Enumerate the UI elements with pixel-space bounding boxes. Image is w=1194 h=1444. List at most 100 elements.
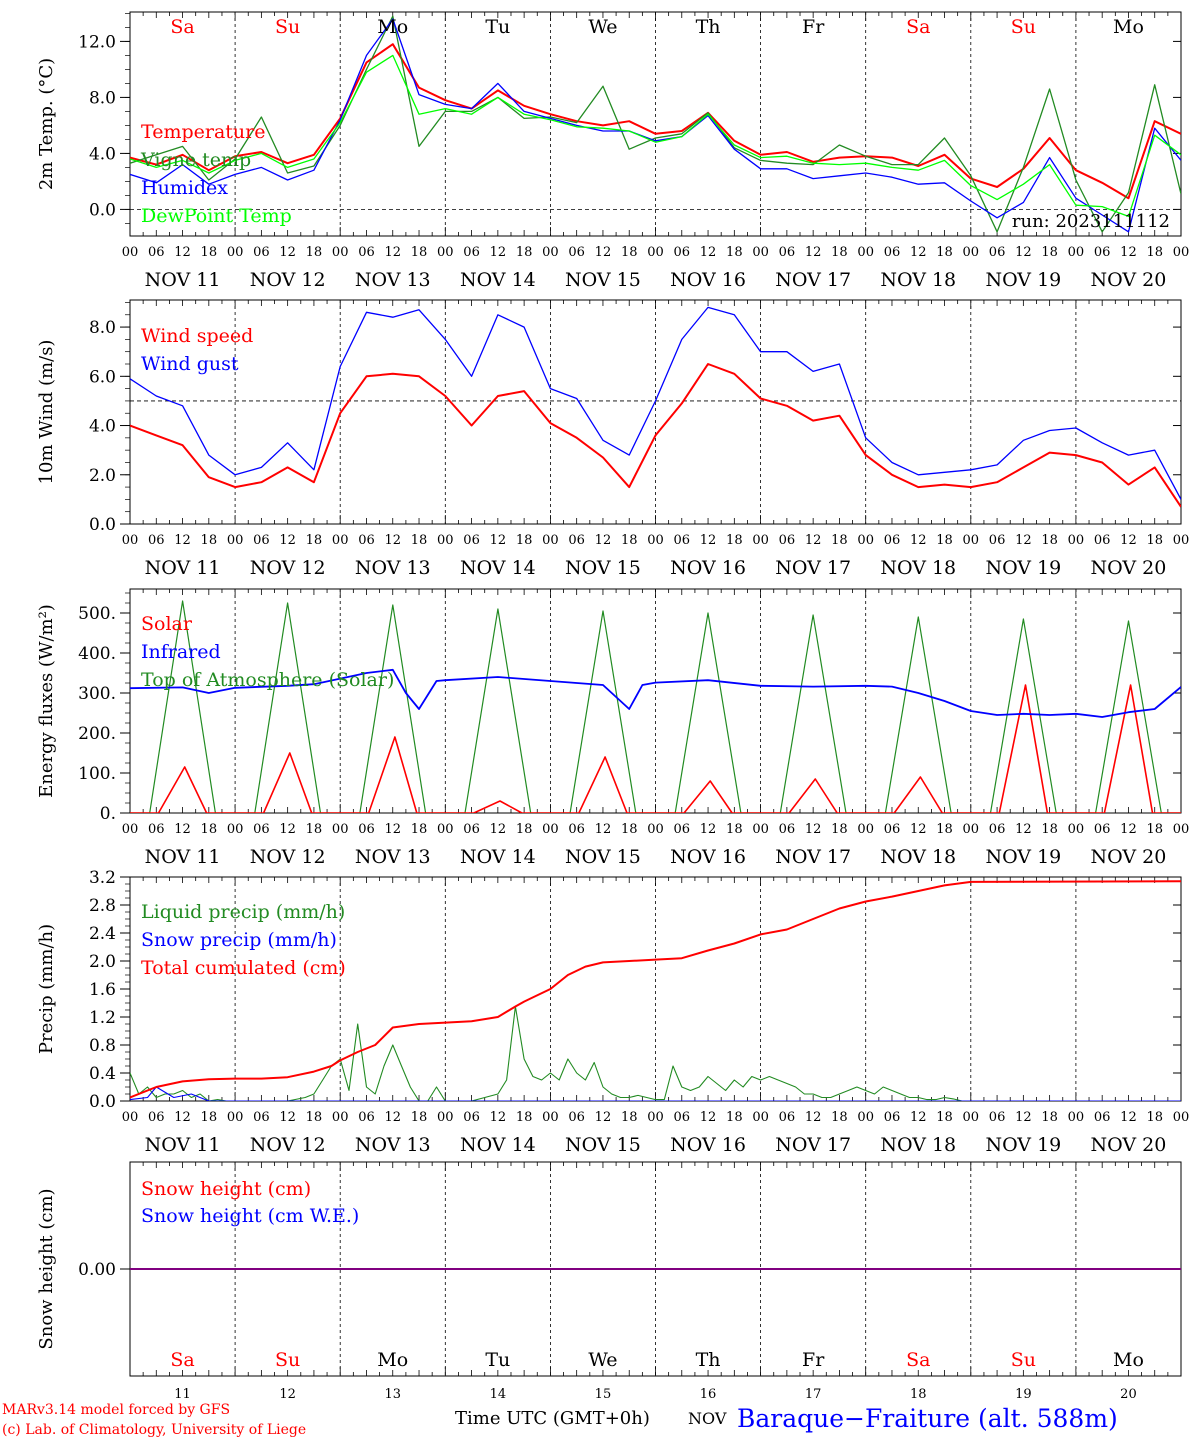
hour-tick-label: 06 — [884, 822, 901, 837]
y-tick-label: 0.4 — [89, 1064, 116, 1084]
weekday-label: Mo — [377, 16, 408, 38]
date-label: NOV 11 — [145, 1134, 221, 1156]
hour-tick-label: 00 — [1068, 1110, 1085, 1125]
hour-tick-label: 18 — [516, 245, 533, 260]
hour-tick-label: 00 — [752, 1110, 769, 1125]
series-group — [130, 306, 1181, 508]
date-label: NOV 20 — [1091, 269, 1167, 291]
hour-tick-label: 06 — [779, 1110, 796, 1125]
weekday-label: Mo — [1113, 1349, 1144, 1371]
hour-tick-label: 06 — [989, 533, 1006, 548]
hour-tick-label: 06 — [674, 822, 691, 837]
weekday-label: Su — [275, 16, 300, 38]
hour-tick-label: 00 — [332, 245, 349, 260]
hour-tick-label: 06 — [989, 245, 1006, 260]
series-line-temperature — [130, 43, 1181, 200]
date-label: NOV 14 — [460, 846, 536, 868]
hour-tick-label: 06 — [568, 533, 585, 548]
hour-tick-label: 18 — [831, 533, 848, 548]
hour-tick-label: 06 — [358, 1110, 375, 1125]
hour-tick-label: 18 — [201, 822, 218, 837]
hour-tick-label: 00 — [437, 533, 454, 548]
hour-tick-label: 18 — [1146, 822, 1163, 837]
day-number-label: 13 — [384, 1387, 401, 1402]
date-label: NOV 20 — [1091, 846, 1167, 868]
weekday-label: Sa — [906, 16, 930, 38]
y-tick-label: 0.0 — [89, 200, 116, 220]
weekday-label: Su — [1011, 16, 1036, 38]
series-line-infrared — [130, 668, 1181, 718]
y-axis-label: Snow height (cm) — [36, 1188, 57, 1349]
hour-tick-label: 06 — [568, 822, 585, 837]
y-tick-label: 2.8 — [89, 896, 116, 916]
hour-tick-label: 12 — [174, 245, 191, 260]
hour-tick-label: 12 — [910, 1110, 927, 1125]
hour-tick-label: 18 — [936, 245, 953, 260]
hour-tick-label: 06 — [148, 1110, 165, 1125]
hour-tick-label: 06 — [1094, 822, 1111, 837]
date-label: NOV 11 — [145, 846, 221, 868]
hour-tick-label: 00 — [122, 533, 139, 548]
hour-tick-label: 06 — [674, 245, 691, 260]
hour-tick-label: 12 — [595, 245, 612, 260]
hour-tick-label: 12 — [910, 245, 927, 260]
hour-tick-label: 12 — [910, 533, 927, 548]
hour-tick-label: 00 — [122, 1110, 139, 1125]
hour-tick-label: 06 — [779, 245, 796, 260]
hour-tick-label: 06 — [1094, 245, 1111, 260]
hour-tick-label: 12 — [700, 245, 717, 260]
hour-tick-label: 00 — [122, 245, 139, 260]
hour-tick-label: 18 — [621, 1110, 638, 1125]
date-label: NOV 17 — [775, 1134, 851, 1156]
hour-tick-label: 12 — [490, 1110, 507, 1125]
hour-tick-label: 18 — [621, 533, 638, 548]
date-label: NOV 15 — [565, 269, 641, 291]
hour-tick-label: 00 — [332, 822, 349, 837]
hour-tick-label: 12 — [700, 1110, 717, 1125]
hour-tick-label: 12 — [1120, 822, 1137, 837]
hour-tick-label: 12 — [384, 533, 401, 548]
date-label: NOV 16 — [670, 1134, 746, 1156]
y-tick-label: 100. — [78, 764, 116, 784]
hour-tick-label: 00 — [857, 533, 874, 548]
series-line-dewpoint-temp — [130, 54, 1181, 218]
hour-tick-label: 06 — [358, 822, 375, 837]
hour-tick-label: 12 — [1015, 533, 1032, 548]
date-label: NOV 18 — [880, 1134, 956, 1156]
hour-tick-label: 12 — [1120, 533, 1137, 548]
weekday-label: Su — [1011, 1349, 1036, 1371]
y-tick-label: 8.0 — [89, 88, 116, 108]
weekday-label: Th — [696, 1349, 721, 1371]
weekday-label: Tu — [485, 1349, 510, 1371]
hour-tick-label: 12 — [279, 822, 296, 837]
date-label: NOV 15 — [565, 846, 641, 868]
weekday-label: We — [588, 16, 617, 38]
series-line-liquid-precip-mm-h- — [130, 1005, 1181, 1101]
date-label: NOV 11 — [145, 557, 221, 579]
weekday-label: Sa — [170, 1349, 194, 1371]
hour-tick-label: 00 — [332, 1110, 349, 1125]
hour-tick-label: 12 — [595, 533, 612, 548]
series-group — [130, 15, 1181, 233]
hour-tick-label: 06 — [148, 822, 165, 837]
hour-tick-label: 12 — [805, 822, 822, 837]
date-label: NOV 12 — [250, 269, 326, 291]
y-tick-label: 1.2 — [89, 1008, 116, 1028]
hour-tick-label: 18 — [621, 245, 638, 260]
date-label: NOV 14 — [460, 1134, 536, 1156]
date-label: NOV 17 — [775, 269, 851, 291]
weekday-label: Fr — [802, 16, 825, 38]
date-label: NOV 14 — [460, 269, 536, 291]
date-label: NOV 20 — [1091, 557, 1167, 579]
y-tick-label: 8.0 — [89, 318, 116, 338]
hour-tick-label: 00 — [437, 822, 454, 837]
hour-tick-label: 00 — [227, 822, 244, 837]
hour-tick-label: 00 — [332, 533, 349, 548]
hour-tick-label: 12 — [490, 533, 507, 548]
hour-tick-label: 12 — [1015, 245, 1032, 260]
panel-flux: 0. 100. 200. 300. 400. 500. Energy fluxes (W/m… — [36, 588, 1189, 868]
weekday-label: Su — [275, 1349, 300, 1371]
hour-tick-label: 18 — [1146, 245, 1163, 260]
hour-tick-label: 12 — [490, 245, 507, 260]
hour-tick-label: 00 — [542, 245, 559, 260]
